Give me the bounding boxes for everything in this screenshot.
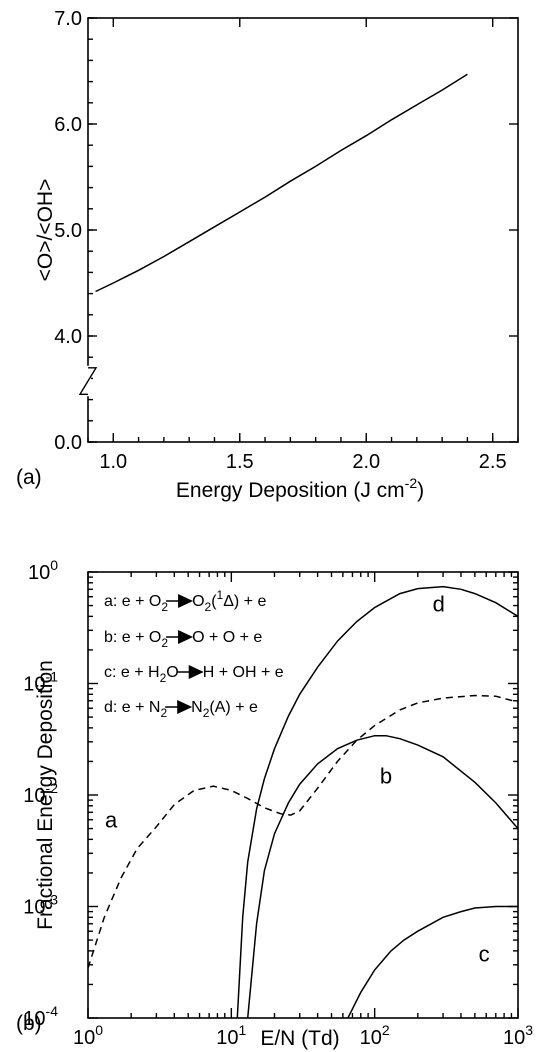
panel-a-x-tick-labels: 1.0 1.5 2.0 2.5 bbox=[99, 451, 506, 473]
panel-b-y-tick-label: 100 bbox=[28, 557, 58, 584]
panel-b-legend: a: e + O2 O2(1Δ) + e b: e + O2 O + O + e c… bbox=[104, 588, 284, 720]
panel-b-y-tick-labels: 10-4 10-3 10-2 10-1 100 bbox=[23, 557, 58, 1030]
panel-b-series-b-line bbox=[246, 734, 519, 1019]
panel-a-x-tick-label: 1.5 bbox=[226, 451, 254, 473]
panel-a-series bbox=[95, 73, 468, 293]
panel-b-legend-entry: c: e + H2O H + OH + e bbox=[104, 664, 284, 685]
panel-a-x-axis-label: Energy Deposition (J cm-2) bbox=[176, 475, 424, 502]
panel-a-y-tick-label: 4.0 bbox=[54, 326, 82, 348]
panel-a-y-axis-label: <O>/<OH> bbox=[34, 179, 57, 282]
panel-b-legend-entry: d: e + N2 N2(A) + e bbox=[104, 699, 258, 720]
reaction-arrow-head bbox=[177, 700, 193, 714]
panel-b-series-d-label: d bbox=[433, 592, 445, 617]
panel-b-y-tick-label: 10-3 bbox=[23, 892, 58, 919]
panel-b-chart: 100 101 102 103 10-4 10-3 10-2 10-1 100 a b c d a:… bbox=[16, 557, 533, 1050]
panel-b-legend-entry: a: e + O2 O2(1Δ) + e bbox=[104, 588, 266, 614]
panel-a-y-tick-label: 5.0 bbox=[54, 220, 82, 242]
panel-b-x-axis-label: E/N (Td) bbox=[260, 1027, 339, 1050]
panel-b-series-a-label: a bbox=[105, 808, 118, 833]
panel-b-series-c-label: c bbox=[479, 941, 490, 966]
panel-a-series-line bbox=[95, 73, 468, 293]
panel-a-y-tick-label: 0.0 bbox=[54, 432, 82, 454]
panel-b-label: (b) bbox=[16, 1012, 42, 1035]
panel-b-series-c-line bbox=[347, 905, 518, 1019]
panel-a-label: (a) bbox=[16, 466, 42, 489]
panel-a-ticks bbox=[87, 17, 519, 443]
panel-b-x-tick-label: 102 bbox=[360, 1022, 390, 1049]
panel-b-series: a b c d bbox=[87, 585, 519, 1019]
panel-a-axis-break bbox=[78, 365, 98, 397]
panel-b-y-tick-label: 10-2 bbox=[23, 780, 58, 807]
panel-a-x-tick-label: 2.5 bbox=[479, 451, 507, 473]
reaction-arrow-head bbox=[188, 665, 204, 679]
panel-b-series-d-line bbox=[236, 585, 519, 1019]
panel-a-frame bbox=[87, 17, 519, 443]
panel-b-x-tick-labels: 100 101 102 103 bbox=[73, 1022, 533, 1049]
panel-b-series-b-label: b bbox=[380, 763, 392, 788]
panel-b-y-tick-label: 10-1 bbox=[23, 669, 58, 696]
panel-a-y-tick-label: 6.0 bbox=[54, 114, 82, 136]
panel-a-x-tick-label: 1.0 bbox=[99, 451, 127, 473]
panel-b-series-a-line bbox=[87, 694, 519, 969]
panel-a-y-tick-label: 7.0 bbox=[54, 8, 82, 30]
panel-b-x-tick-label: 103 bbox=[503, 1022, 533, 1049]
panel-b-x-tick-label: 100 bbox=[73, 1022, 103, 1049]
panel-a-chart: 1.0 1.5 2.0 2.5 0.0 4.0 5.0 6.0 7.0 <O>/<OH> En… bbox=[16, 8, 519, 502]
reaction-arrow-head bbox=[178, 630, 194, 644]
panel-a-y-tick-labels: 0.0 4.0 5.0 6.0 7.0 bbox=[54, 8, 82, 454]
panel-a-x-tick-label: 2.0 bbox=[352, 451, 380, 473]
reaction-arrow-head bbox=[178, 594, 194, 608]
panel-b-y-tick-label: 10-4 bbox=[23, 1003, 58, 1030]
panel-b-x-tick-label: 101 bbox=[216, 1022, 246, 1049]
panel-b-y-axis-label: Fractional Energy Deposition bbox=[34, 660, 57, 930]
panel-a-break-mark bbox=[78, 367, 98, 395]
panel-b-legend-entry: b: e + O2 O + O + e bbox=[104, 629, 262, 650]
